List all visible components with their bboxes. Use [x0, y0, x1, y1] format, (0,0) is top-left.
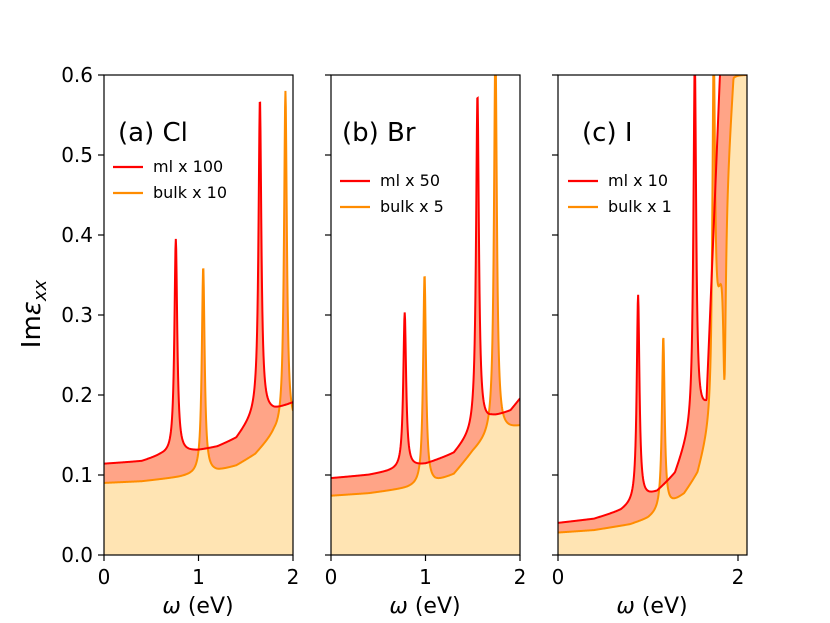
series-line-ml: [104, 101, 293, 465]
x-axis-label-a: ω (eV): [162, 594, 233, 619]
x-tick-label: 2: [514, 565, 527, 589]
series-line-bulk: [331, 75, 520, 497]
series-line-ml: [331, 96, 520, 480]
y-tick-label: 0.0: [61, 543, 93, 567]
x-tick-label: 2: [732, 565, 745, 589]
y-tick-label: 0.3: [61, 303, 93, 327]
legend-entry: bulk x 10: [153, 183, 227, 202]
legend-entry: ml x 50: [380, 171, 440, 190]
fill-between-curves: [331, 75, 520, 496]
x-tick-label: 0: [552, 565, 565, 589]
fill-under-bulk: [104, 90, 293, 555]
y-axis-label: Imεxx: [17, 279, 51, 348]
x-tick-label: 1: [419, 565, 432, 589]
legend-entry: bulk x 5: [380, 197, 444, 216]
y-tick-label: 0.6: [61, 63, 93, 87]
legend-entry: bulk x 1: [608, 197, 672, 216]
y-axis-label-sub: xx: [30, 279, 51, 302]
x-tick-label: 1: [192, 565, 205, 589]
y-tick-label: 0.2: [61, 383, 93, 407]
series-line-ml: [558, 75, 747, 524]
x-tick-label: 0: [98, 565, 111, 589]
y-tick-label: 0.5: [61, 143, 93, 167]
panel-c: 0 2 (c) I ml x 10 bulk x 1: [552, 74, 748, 589]
y-tick-label: 0.1: [61, 463, 93, 487]
x-tick-label: 2: [287, 565, 300, 589]
y-axis-label-im: Im: [17, 315, 47, 348]
fill-between-curves: [558, 75, 747, 533]
legend-entry: ml x 10: [608, 171, 668, 190]
panel-b: 0 1 2 (b) Br ml x 50 bulk x 5: [325, 74, 527, 589]
panel-label: (c) I: [582, 118, 633, 148]
panel-a: 0 1 2 0.0 0.1 0.2 0.3 0.4 0.5 0.6 (a) Cl ml x 100 bu…: [61, 63, 299, 589]
x-tick-label: 0: [325, 565, 338, 589]
y-axis-label-epsilon: ε: [17, 301, 47, 315]
fill-under-bulk: [558, 75, 747, 555]
legend-entry: ml x 100: [153, 157, 223, 176]
fill-between-curves: [104, 90, 293, 483]
x-axis-label-c: ω (eV): [616, 594, 687, 619]
x-axis-label-b: ω (eV): [389, 594, 460, 619]
panel-label: (b) Br: [342, 118, 416, 148]
y-tick-label: 0.4: [61, 223, 93, 247]
panel-label: (a) Cl: [118, 118, 188, 148]
series-line-bulk: [558, 75, 747, 534]
series-line-bulk: [104, 90, 293, 484]
